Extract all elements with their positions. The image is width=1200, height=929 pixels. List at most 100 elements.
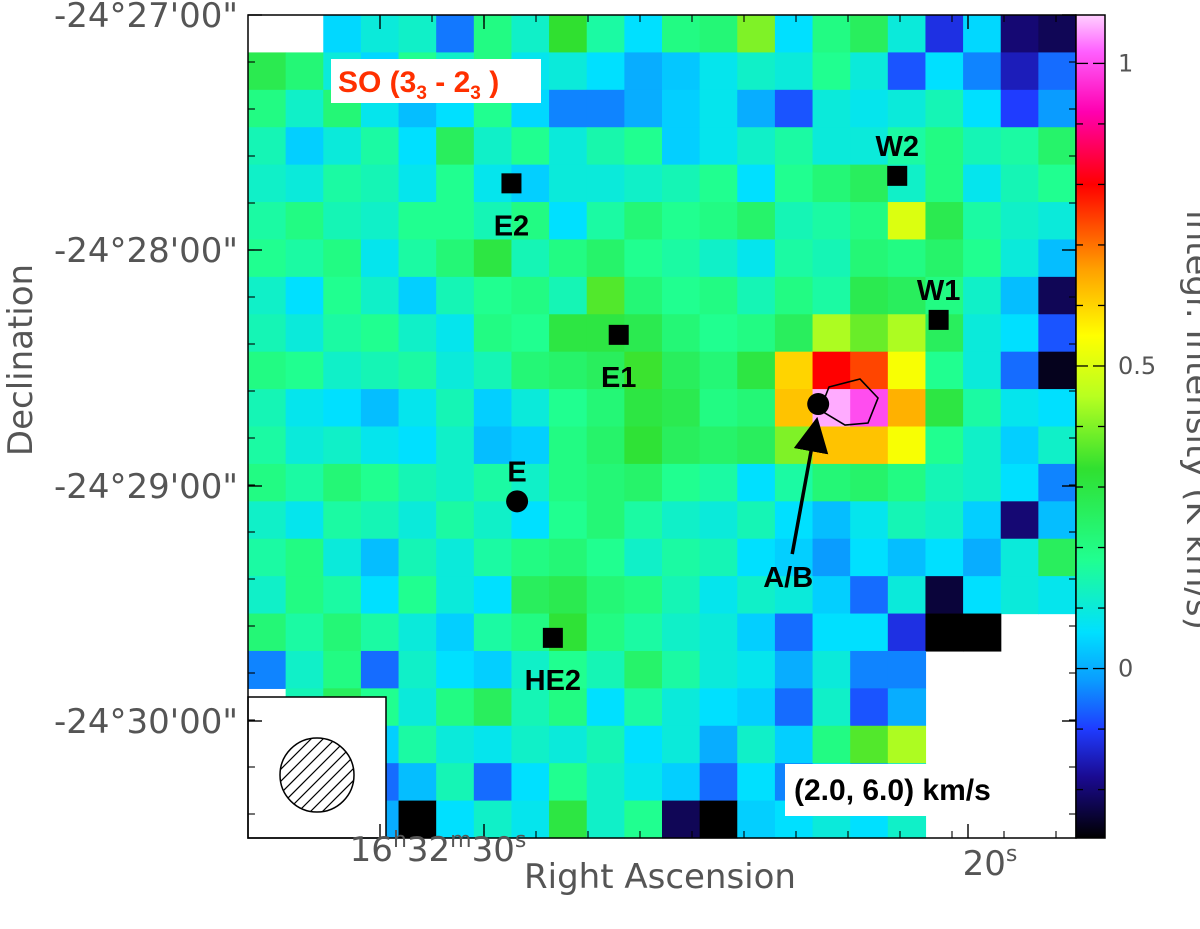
heatmap-cell	[285, 389, 324, 428]
source-arrow	[790, 416, 829, 555]
heatmap-cell	[323, 426, 362, 465]
heatmap-cell	[963, 426, 1002, 465]
heatmap-cell	[285, 314, 324, 353]
heatmap-cell	[285, 202, 324, 241]
title-part-2: - 2	[427, 66, 470, 99]
heatmap-cell	[1038, 314, 1077, 353]
heatmap-cell	[248, 202, 287, 241]
heatmap-cell	[473, 613, 513, 652]
heatmap-cell	[398, 725, 437, 764]
heatmap-cell	[812, 314, 851, 353]
heatmap-cell	[473, 576, 513, 615]
heatmap-cell	[925, 351, 964, 390]
heatmap-cell	[360, 538, 400, 577]
heatmap-cell	[963, 576, 1002, 615]
heatmap-cell	[774, 127, 814, 166]
heatmap-cell	[248, 650, 287, 689]
beam-hatch-line	[280, 738, 321, 812]
heatmap-cell	[511, 650, 550, 689]
heatmap-cell	[549, 426, 588, 465]
heatmap-cell	[1038, 15, 1077, 54]
heatmap-cell	[473, 276, 513, 315]
heatmap-cell	[850, 463, 889, 502]
heatmap-cell	[323, 239, 362, 278]
x-tick-value: 16	[350, 830, 393, 870]
heatmap-cell	[360, 239, 400, 278]
beam-hatch-line	[313, 738, 354, 812]
source-label: E1	[601, 362, 636, 394]
heatmap-cell	[850, 52, 889, 91]
heatmap-cell	[850, 127, 889, 166]
heatmap-cell	[323, 276, 362, 315]
heatmap-cell	[699, 127, 738, 166]
heatmap-cell	[662, 164, 701, 203]
heatmap-cell	[737, 613, 776, 652]
heatmap-cell	[473, 202, 513, 241]
heatmap-cell	[925, 426, 964, 465]
heatmap-cell	[774, 15, 814, 54]
heatmap-cell	[699, 15, 738, 54]
beam-hatch-line	[301, 738, 354, 812]
heatmap-cell	[737, 89, 776, 128]
x-tick-value: 32	[407, 830, 450, 870]
heatmap-cell	[887, 351, 927, 390]
heatmap-cell	[774, 688, 814, 727]
heatmap-cell	[586, 389, 625, 428]
heatmap-cell	[887, 426, 927, 465]
heatmap-cell	[549, 276, 588, 315]
heatmap-cell	[549, 763, 588, 802]
title-box: SO (33 - 23 )	[331, 59, 541, 104]
heatmap-cell	[850, 426, 889, 465]
heatmap-cell	[887, 314, 927, 353]
heatmap-cell	[624, 463, 663, 502]
heatmap-cell	[586, 800, 625, 839]
heatmap-cell	[887, 725, 927, 764]
heatmap-cell	[850, 351, 889, 390]
heatmap-cell	[887, 501, 927, 540]
heatmap-cell	[473, 800, 513, 839]
heatmap-cell	[925, 127, 964, 166]
heatmap-cell	[248, 463, 287, 502]
heatmap-cell	[774, 276, 814, 315]
heatmap-cell	[812, 89, 851, 128]
source-marker-square	[887, 165, 908, 186]
heatmap-cell	[624, 89, 663, 128]
heatmap-cell	[248, 538, 287, 577]
heatmap-cell	[549, 239, 588, 278]
heatmap-cell	[586, 89, 625, 128]
heatmap-cell	[436, 576, 475, 615]
heatmap-cell	[436, 127, 475, 166]
heatmap-cell	[1000, 576, 1039, 615]
heatmap-cell	[737, 127, 776, 166]
heatmap-cell	[360, 613, 400, 652]
heatmap-cell	[1038, 538, 1077, 577]
heatmap-cell	[963, 202, 1002, 241]
heatmap-cell	[850, 276, 889, 315]
heatmap-cell	[624, 164, 663, 203]
heatmap-cell	[812, 202, 851, 241]
heatmap-cell	[963, 127, 1002, 166]
heatmap-cell	[850, 688, 889, 727]
heatmap-cell	[323, 314, 362, 353]
heatmap-cell	[586, 501, 625, 540]
heatmap-cell	[1038, 389, 1077, 428]
heatmap-cell	[323, 127, 362, 166]
heatmap-cell	[812, 15, 851, 54]
source-label: W2	[875, 131, 919, 163]
heatmap-cell	[360, 650, 400, 689]
colorbar-tick-label: 1	[1118, 49, 1133, 77]
heatmap-cell	[248, 314, 287, 353]
heatmap-cell	[624, 276, 663, 315]
heatmap-cell	[737, 688, 776, 727]
heatmap-cell	[436, 426, 475, 465]
heatmap-cell	[285, 650, 324, 689]
y-axis: -24°27'00" -24°28'00" -24°29'00" -24°30'00"	[54, 0, 238, 742]
heatmap-cell	[1038, 127, 1077, 166]
heatmap-cell	[624, 501, 663, 540]
heatmap-cell	[963, 463, 1002, 502]
heatmap-cell	[887, 650, 927, 689]
heatmap-cell	[624, 688, 663, 727]
heatmap-cell	[812, 52, 851, 91]
heatmap-cell	[1038, 501, 1077, 540]
heatmap-cell	[1038, 426, 1077, 465]
